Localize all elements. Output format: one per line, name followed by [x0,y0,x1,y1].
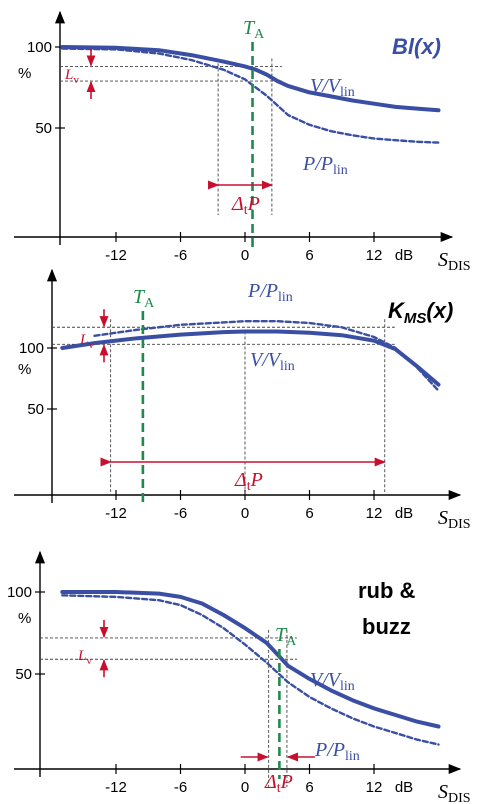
x-axis-label: SDIS [438,249,471,274]
delta-label: ΔtP [234,469,263,494]
series-label-p-plin: P/Plin [314,739,360,764]
x-unit-label: dB [395,779,413,796]
ta-label: TA [275,624,297,649]
chart-panel-2: -12 -6 0 6 12 dB SDIS 100 50% TA V/Vlin P/Plin Lv ΔtP… [14,268,471,532]
lv-label: Lv [77,648,92,667]
x-tick-label: 12 [366,505,383,522]
chart-title: Bl(x) [392,34,441,59]
y-unit-label: % [18,361,31,378]
chart-title-line: rub & [358,578,416,603]
chart-title: KMS(x) [388,298,453,327]
y-tick-label: 100 [27,39,52,56]
series-label-v-vlin: V/Vlin [310,669,355,694]
x-tick-label: 6 [305,779,313,796]
series-label-v-vlin: V/Vlin [310,75,355,100]
y-tick-label: 100 [19,340,44,357]
y-tick-label: 50 [15,666,32,683]
series-label-v-vlin: V/Vlin [250,349,295,374]
series-label-p-plin: P/Plin [302,153,348,178]
series-line-v-vlin [60,45,441,113]
x-unit-label: dB [395,247,413,264]
x-unit-label: dB [395,505,413,522]
series-line-v-vlin [60,590,441,729]
x-tick-label: -6 [174,247,187,264]
ta-label: TA [243,17,265,42]
y-unit-label: % [18,65,31,82]
x-tick-label: 12 [366,247,383,264]
x-axis-label: SDIS [438,781,471,804]
x-tick-label: 0 [241,247,249,264]
ta-label: TA [133,286,155,311]
x-axis-label: SDIS [438,507,471,532]
series-label-p-plin: P/Plin [247,280,293,305]
delta-label: ΔtP [231,193,260,218]
lv-label: Lv [79,332,94,351]
chart-panel-1: -12 -6 0 6 12 dB SDIS 100 50% TA V/Vlin P/Plin Lv ΔtP… [14,10,471,274]
y-tick-label: 50 [27,401,44,418]
series-line-p-plin [61,594,440,746]
x-tick-label: -12 [105,779,127,796]
x-tick-label: -6 [174,779,187,796]
x-tick-label: -6 [174,505,187,522]
chart-panel-3: -12 -6 0 6 12 dB SDIS 100 50% TA V/Vlin P/Plin Lv ΔtP… [7,550,471,804]
x-tick-label: 6 [305,505,313,522]
x-tick-label: 0 [241,505,249,522]
chart-title-line: buzz [362,614,411,639]
y-tick-label: 100 [7,584,32,601]
lv-label: Lv [64,67,79,86]
y-unit-label: % [18,610,31,627]
x-tick-label: -12 [105,505,127,522]
series-line-p-plin [93,320,440,392]
x-tick-label: 6 [305,247,313,264]
x-tick-label: -12 [105,247,127,264]
delta-label: ΔtP [264,771,293,796]
x-tick-label: 0 [241,779,249,796]
x-tick-label: 12 [366,779,383,796]
y-tick-label: 50 [35,120,52,137]
series-line-p-plin [61,47,440,144]
